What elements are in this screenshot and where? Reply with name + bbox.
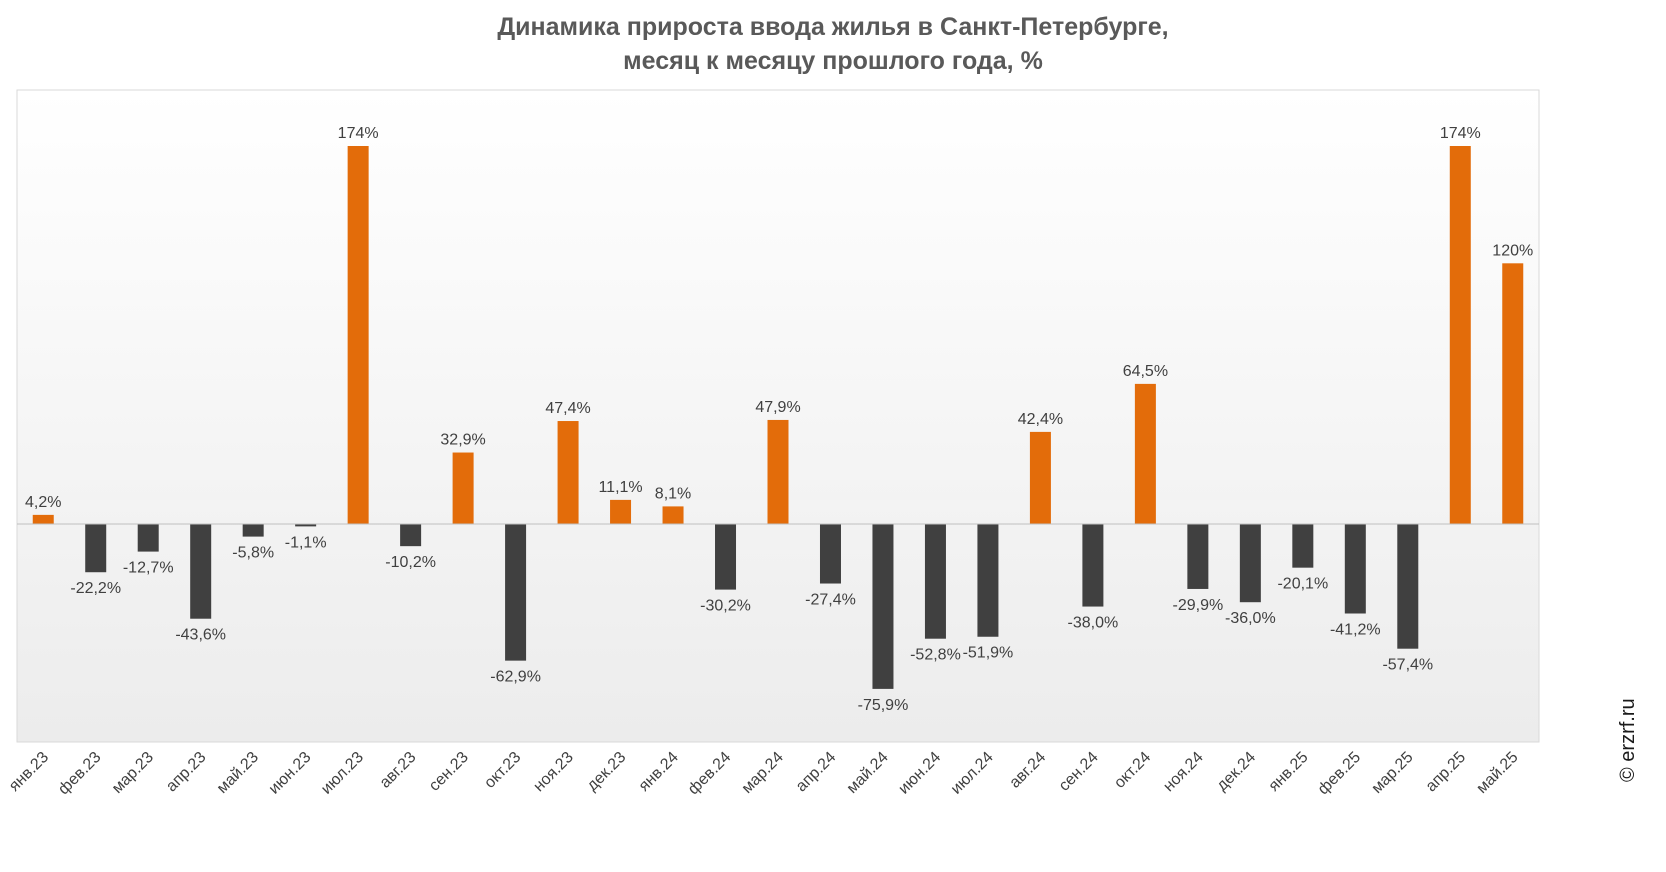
x-tick-ноя.23: ноя.23 <box>530 749 576 795</box>
chart-title-line-1: Динамика прироста ввода жилья в Санкт-Пе… <box>497 13 1169 41</box>
x-tick-авг.24: авг.24 <box>1006 749 1049 792</box>
bar-дек.23 <box>610 499 632 524</box>
data-label-мар.23: -12,7% <box>123 560 174 577</box>
bar-ноя.24 <box>1187 524 1209 589</box>
data-label-мар.25: -57,4% <box>1382 657 1433 674</box>
data-label-ноя.23: 47,4% <box>545 400 590 417</box>
data-label-фев.25: -41,2% <box>1330 622 1381 639</box>
x-tick-май.25: май.25 <box>1473 749 1521 797</box>
x-tick-янв.23: янв.23 <box>6 749 52 795</box>
data-label-апр.24: -27,4% <box>805 592 856 609</box>
data-label-фев.24: -30,2% <box>700 598 751 615</box>
data-label-сен.23: 32,9% <box>440 432 485 449</box>
x-tick-окт.23: окт.23 <box>481 749 524 792</box>
data-label-май.25: 120% <box>1492 242 1533 259</box>
x-tick-сен.24: сен.24 <box>1056 749 1102 795</box>
bar-июл.24 <box>977 524 999 637</box>
x-tick-янв.25: янв.25 <box>1266 749 1312 795</box>
x-tick-фев.23: фев.23 <box>55 749 104 798</box>
data-label-окт.24: 64,5% <box>1123 363 1168 380</box>
data-label-июн.23: -1,1% <box>285 534 327 551</box>
bar-май.24 <box>872 524 894 689</box>
chart-title-line-2: месяц к месяцу прошлого года, % <box>623 47 1043 75</box>
data-label-июл.24: -51,9% <box>963 645 1014 662</box>
data-label-авг.24: 42,4% <box>1018 411 1063 428</box>
x-tick-июл.24: июл.24 <box>948 749 997 798</box>
bar-авг.23 <box>400 524 422 547</box>
data-label-июл.23: 174% <box>338 125 379 142</box>
x-tick-июн.23: июн.23 <box>266 749 315 798</box>
x-tick-labels-layer: янв.23 фев.23 мар.23 апр.23 май.23 июн.23 июл.… <box>6 749 1522 798</box>
bar-мар.24 <box>767 419 789 524</box>
bars-layer <box>32 146 1524 689</box>
x-tick-мар.25: мар.25 <box>1369 749 1417 797</box>
bar-фев.23 <box>85 524 107 573</box>
x-tick-сен.23: сен.23 <box>426 749 472 795</box>
x-tick-апр.24: апр.24 <box>793 749 840 796</box>
chart-title: Динамика прироста ввода жилья в Санкт-Пе… <box>0 10 1666 78</box>
data-label-янв.25: -20,1% <box>1277 576 1328 593</box>
x-tick-мар.23: мар.23 <box>109 749 157 797</box>
bar-мар.25 <box>1397 524 1419 649</box>
bar-ноя.23 <box>557 421 579 524</box>
bar-апр.24 <box>819 524 841 584</box>
bar-сен.24 <box>1082 524 1104 607</box>
data-label-май.24: -75,9% <box>858 697 909 714</box>
data-label-авг.23: -10,2% <box>385 554 436 571</box>
bar-май.25 <box>1502 263 1524 524</box>
bar-май.23 <box>242 524 264 537</box>
bar-окт.24 <box>1134 383 1156 524</box>
bar-авг.24 <box>1029 431 1051 524</box>
x-tick-авг.23: авг.23 <box>377 749 420 792</box>
bar-апр.23 <box>190 524 212 619</box>
bar-дек.24 <box>1239 524 1261 603</box>
data-label-май.23: -5,8% <box>232 545 274 562</box>
source-watermark: © erzrf.ru <box>1617 698 1639 782</box>
x-tick-фев.24: фев.24 <box>685 749 734 798</box>
bar-окт.23 <box>505 524 527 661</box>
data-label-апр.23: -43,6% <box>175 627 226 644</box>
x-tick-янв.24: янв.24 <box>636 749 682 795</box>
x-tick-дек.24: дек.24 <box>1214 749 1260 795</box>
x-tick-фев.25: фев.25 <box>1315 749 1364 798</box>
data-label-янв.23: 4,2% <box>25 494 61 511</box>
data-label-дек.23: 11,1% <box>598 479 642 496</box>
data-labels-layer: 4,2% -22,2%-12,7% -43,6% -5,8% -1,1% 174% -10,… <box>25 125 1533 714</box>
x-tick-мар.24: мар.24 <box>739 749 787 797</box>
bar-июн.24 <box>924 524 946 639</box>
x-tick-май.24: май.24 <box>844 749 892 797</box>
x-tick-июн.24: июн.24 <box>895 749 944 798</box>
data-label-янв.24: 8,1% <box>655 485 691 502</box>
data-label-июн.24: -52,8% <box>910 647 961 664</box>
bar-фев.25 <box>1344 524 1366 614</box>
x-tick-ноя.24: ноя.24 <box>1160 749 1206 795</box>
bar-июн.23 <box>295 524 317 527</box>
data-label-сен.24: -38,0% <box>1068 615 1119 632</box>
bar-сен.23 <box>452 452 474 524</box>
bar-мар.23 <box>137 524 159 552</box>
x-tick-май.23: май.23 <box>214 749 262 797</box>
data-label-окт.23: -62,9% <box>490 669 541 686</box>
bar-июл.23 <box>347 146 369 524</box>
x-tick-дек.23: дек.23 <box>584 749 630 795</box>
bar-фев.24 <box>715 524 737 590</box>
x-tick-июл.23: июл.23 <box>318 749 367 798</box>
x-tick-окт.24: окт.24 <box>1111 749 1154 792</box>
data-label-дек.24: -36,0% <box>1225 610 1276 627</box>
x-tick-апр.25: апр.25 <box>1423 749 1470 796</box>
data-label-ноя.24: -29,9% <box>1173 597 1224 614</box>
bar-апр.25 <box>1449 146 1471 524</box>
data-label-мар.24: 47,9% <box>755 399 800 416</box>
bar-янв.23 <box>32 514 54 524</box>
bar-янв.25 <box>1292 524 1314 568</box>
plot-area <box>16 89 1540 743</box>
bar-янв.24 <box>662 506 684 524</box>
data-label-фев.23: -22,2% <box>70 580 121 597</box>
x-tick-апр.23: апр.23 <box>163 749 210 796</box>
data-label-апр.25: 174% <box>1440 125 1481 142</box>
